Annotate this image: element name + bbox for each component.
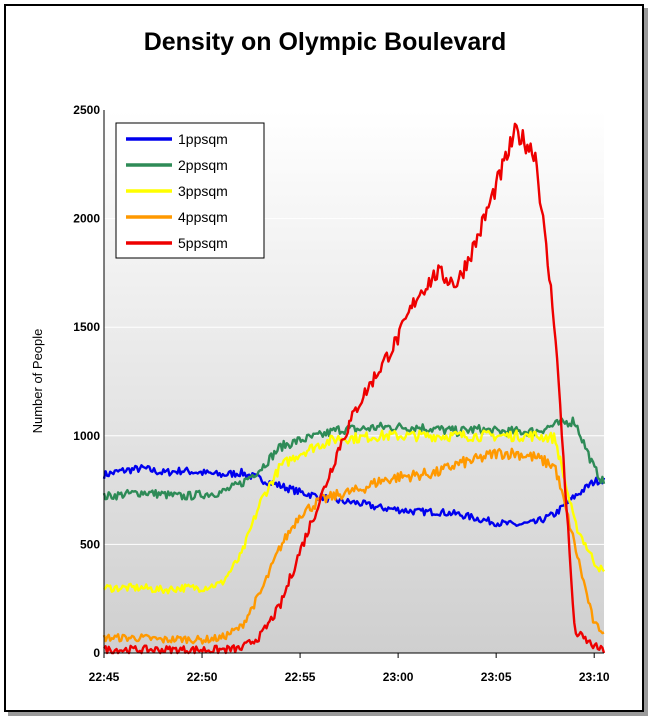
legend-entry: 1ppsqm (178, 131, 228, 147)
y-tick-label: 2000 (73, 212, 100, 226)
legend-entry: 5ppsqm (178, 235, 228, 251)
x-tick-label: 22:50 (187, 670, 218, 684)
x-tick-label: 23:10 (579, 670, 610, 684)
legend-entry: 2ppsqm (178, 157, 228, 173)
x-tick-label: 23:05 (481, 670, 512, 684)
legend-entry: 3ppsqm (178, 183, 228, 199)
series-line-3ppsqm (103, 429, 605, 595)
series-line-4ppsqm (102, 447, 605, 645)
legend: 1ppsqm 2ppsqm 3ppsqm 4ppsqm 5ppsqm (115, 122, 265, 259)
x-tick-label: 22:55 (285, 670, 316, 684)
x-tick-label: 22:45 (89, 670, 120, 684)
y-axis-label: Number of People (30, 329, 45, 434)
series-line-5ppsqm (103, 122, 606, 655)
y-tick-label: 500 (80, 537, 100, 551)
chart-title: Density on Olympic Boulevard (143, 28, 507, 56)
tick-labels: 0 500 1000 1500 2000 2500 22:45 22:50 22:55 23:00… (73, 103, 610, 684)
legend-entry: 4ppsqm (178, 209, 228, 225)
x-tick-label: 23:00 (383, 670, 414, 684)
series-line-2ppsqm (102, 416, 606, 501)
series-layer (102, 122, 606, 655)
axes (103, 110, 604, 654)
y-tick-label: 2500 (73, 103, 100, 117)
y-tick-label: 1000 (73, 429, 100, 443)
series-line-1ppsqm (102, 464, 606, 528)
y-tick-label: 1500 (73, 320, 100, 334)
y-tick-label: 0 (93, 646, 100, 660)
